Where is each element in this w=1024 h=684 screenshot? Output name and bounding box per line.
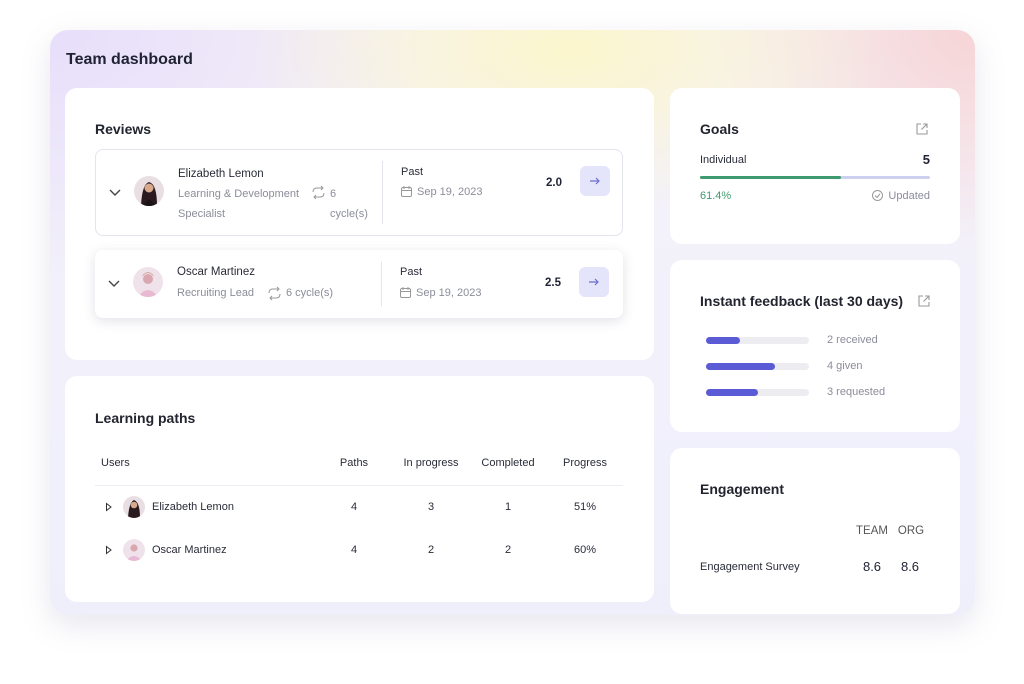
goals-card: Goals Individual 5 61.4% Updated [670,88,960,244]
feedback-bar [706,363,775,370]
avatar [123,539,145,561]
review-score: 2.0 [546,177,562,189]
review-date: Sep 19, 2023 [416,287,482,299]
feedback-bar [706,337,741,344]
review-row[interactable]: Elizabeth Lemon Learning & Development S… [95,149,623,236]
external-link-icon[interactable] [918,295,930,307]
progress-fill [700,176,842,179]
open-review-button[interactable] [579,267,609,297]
column-header: Users [101,457,130,469]
reviewee-name: Oscar Martinez [177,266,255,278]
expand-triangle[interactable] [106,545,112,555]
cycle-icon [268,286,281,301]
goal-status: Updated [888,190,930,202]
expand-chevron[interactable] [109,189,121,197]
cell: 60% [573,544,597,556]
cell: 2 [504,544,512,556]
dashboard-panel: Team dashboard Reviews Elizabeth Lemon L… [50,30,975,615]
learning-paths-card: Learning paths Users Paths In progress C… [65,376,654,602]
column-header: Completed [481,457,535,469]
review-date: Sep 19, 2023 [417,186,483,198]
column-header: TEAM [856,525,888,537]
calendar-icon [400,287,411,298]
avatar [123,496,145,518]
expand-triangle[interactable] [106,502,112,512]
calendar-icon [401,186,412,197]
cell: 3 [427,501,435,513]
progress-track [700,176,930,179]
avatar [133,267,163,297]
team-score: 8.6 [862,559,882,574]
feedback-track [706,363,809,370]
progress-label: 61.4% [700,190,732,202]
column-header: In progress [403,457,459,469]
reviewee-role: Recruiting Lead [177,287,255,299]
cell: 1 [504,501,512,513]
review-cycles: 6 cycle(s) [286,287,334,299]
column-header: ORG [897,525,925,537]
cell: 4 [350,544,358,556]
external-link-icon[interactable] [916,123,928,135]
org-score: 8.6 [900,559,920,574]
feedback-label: 4 given [827,360,863,372]
feedback-card: Instant feedback (last 30 days) 2 receiv… [670,260,960,432]
review-row[interactable]: Oscar Martinez Recruiting Lead 6 cycle(s… [95,250,623,318]
goal-label: Individual [700,154,747,166]
review-status: Past [401,166,424,178]
review-cycles: 6 cycle(s) [330,188,368,220]
column-header: Progress [562,457,608,469]
survey-label: Engagement Survey [700,561,800,573]
open-review-button[interactable] [580,166,610,196]
user-name: Oscar Martinez [152,544,227,556]
avatar [134,176,164,206]
reviewee-role: Learning & Development Specialist [178,188,300,220]
cell: 51% [573,501,597,513]
goal-count: 5 [922,152,930,167]
card-title: Learning paths [95,410,196,426]
card-title: Reviews [95,121,152,137]
user-name: Elizabeth Lemon [152,501,234,513]
reviewee-name: Elizabeth Lemon [178,168,264,180]
engagement-card: Engagement TEAM ORG Engagement Survey 8.… [670,448,960,614]
card-title: Instant feedback (last 30 days) [700,293,904,309]
header-divider [95,485,623,486]
cycle-icon [312,185,325,200]
feedback-bar [706,389,758,396]
card-title: Goals [700,121,739,137]
review-status: Past [400,266,423,278]
page-title: Team dashboard [66,51,193,68]
cell: 2 [427,544,435,556]
feedback-track [706,337,809,344]
feedback-label: 2 received [827,334,878,346]
divider [381,262,382,306]
review-score: 2.5 [545,277,561,289]
check-icon [872,190,883,201]
cell: 4 [350,501,358,513]
column-header: Paths [339,457,369,469]
expand-chevron[interactable] [108,280,120,288]
card-title: Engagement [700,481,785,497]
feedback-label: 3 requested [827,386,886,398]
feedback-track [706,389,809,396]
reviews-card: Reviews Elizabeth Lemon Learning & Devel… [65,88,654,360]
divider [382,161,383,224]
